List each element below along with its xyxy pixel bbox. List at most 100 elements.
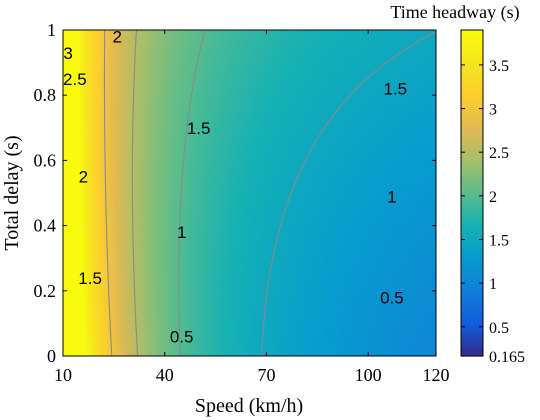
heat-cell	[147, 113, 152, 120]
heat-cell	[90, 71, 95, 78]
heat-cell	[134, 248, 139, 255]
heat-cell	[300, 183, 305, 190]
heat-cell	[83, 309, 88, 315]
heat-cell	[208, 351, 213, 356]
heat-cell	[66, 216, 71, 222]
heat-cell	[127, 351, 132, 356]
heat-cell	[249, 109, 254, 115]
heat-cell	[246, 272, 251, 278]
heat-cell	[147, 244, 152, 250]
heat-cell	[229, 234, 234, 241]
heat-cell	[96, 248, 101, 255]
heat-cell	[249, 323, 254, 329]
heat-cell	[171, 281, 176, 287]
heat-cell	[144, 57, 149, 64]
heat-cell	[164, 337, 169, 343]
heat-cell	[252, 165, 257, 171]
heat-cell	[276, 197, 281, 204]
heat-cell	[215, 137, 220, 143]
heat-cell	[225, 267, 230, 273]
heat-cell	[181, 62, 186, 68]
heat-cell	[93, 267, 98, 273]
heat-cell	[263, 118, 268, 124]
heat-cell	[76, 267, 81, 273]
heat-cell	[188, 71, 193, 78]
heat-cell	[259, 248, 264, 255]
heat-cell	[161, 118, 166, 124]
heat-cell	[205, 160, 210, 166]
heat-cell	[273, 328, 278, 334]
heat-cell	[73, 239, 78, 245]
heat-cell	[185, 230, 190, 236]
heat-cell	[188, 314, 193, 320]
heat-cell	[96, 318, 101, 325]
heat-cell	[273, 342, 278, 348]
heat-cell	[198, 295, 203, 301]
heat-cell	[229, 267, 234, 273]
heat-cell	[100, 314, 105, 320]
heat-cell	[202, 123, 207, 129]
heat-cell	[303, 342, 308, 348]
heat-cell	[198, 332, 203, 339]
heat-cell	[273, 351, 278, 356]
heat-cell	[252, 81, 257, 87]
heat-cell	[144, 62, 149, 68]
heat-cell	[300, 137, 305, 143]
heat-cell	[66, 39, 71, 45]
heat-cell	[117, 346, 122, 353]
heat-cell	[161, 188, 166, 194]
heat-cell	[215, 34, 220, 41]
heat-cell	[110, 99, 115, 106]
heat-cell	[164, 81, 169, 87]
heat-cell	[96, 304, 101, 311]
heat-cell	[222, 253, 227, 259]
heat-cell	[100, 109, 105, 115]
heat-cell	[181, 304, 186, 311]
heat-cell	[232, 197, 237, 204]
heat-cell	[293, 248, 298, 255]
heat-cell	[300, 342, 305, 348]
heat-cell	[120, 141, 125, 148]
heat-cell	[161, 318, 166, 325]
heat-cell	[140, 146, 146, 152]
heat-cell	[100, 99, 105, 106]
heat-cell	[83, 57, 88, 64]
heat-cell	[100, 179, 105, 185]
heat-cell	[208, 346, 213, 353]
heat-cell	[76, 123, 81, 129]
heat-cell	[63, 155, 68, 162]
heat-cell	[93, 57, 98, 64]
heat-cell	[73, 188, 78, 194]
heat-cell	[124, 90, 129, 96]
heat-cell	[263, 160, 268, 166]
heat-cell	[293, 309, 298, 315]
heat-cell	[263, 193, 268, 199]
heat-cell	[140, 113, 146, 120]
heat-cell	[86, 309, 91, 315]
heat-cell	[174, 300, 179, 306]
heat-cell	[296, 99, 302, 106]
heat-cell	[147, 211, 152, 217]
heat-cell	[117, 123, 122, 129]
heat-cell	[293, 81, 298, 87]
heat-cell	[134, 183, 139, 190]
heat-cell	[276, 155, 281, 162]
heat-cell	[134, 165, 139, 171]
heat-cell	[218, 48, 224, 54]
heat-cell	[290, 248, 295, 255]
heat-cell	[188, 188, 193, 194]
heat-cell	[215, 132, 220, 138]
heat-cell	[249, 188, 254, 194]
heat-cell	[212, 220, 217, 227]
heat-cell	[276, 258, 281, 264]
heat-cell	[232, 179, 237, 185]
heat-cell	[93, 76, 98, 82]
heat-cell	[212, 132, 217, 138]
heat-cell	[242, 104, 247, 110]
heat-cell	[83, 225, 88, 231]
heat-cell	[290, 39, 295, 45]
heat-cell	[164, 85, 169, 92]
heat-cell	[246, 318, 251, 325]
heat-cell	[249, 295, 254, 301]
heat-cell	[218, 151, 224, 157]
